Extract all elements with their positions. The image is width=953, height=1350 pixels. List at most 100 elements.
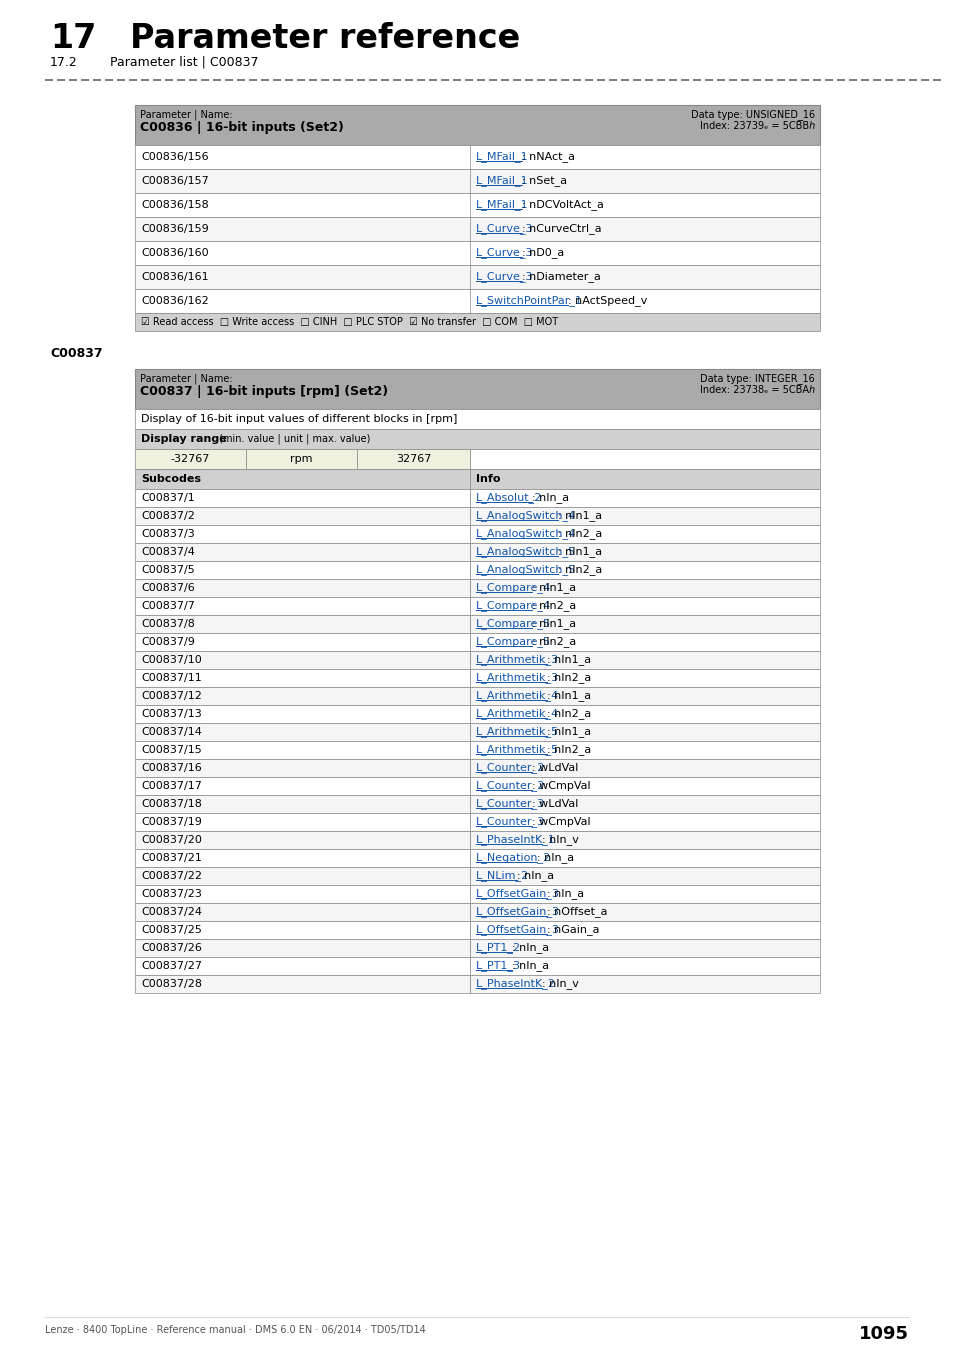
Bar: [135, 651, 470, 670]
Bar: [470, 670, 820, 687]
Text: C00837/17: C00837/17: [141, 782, 202, 791]
Text: L_PT1_2: L_PT1_2: [476, 942, 520, 953]
Text: L_OffsetGain_3: L_OffsetGain_3: [476, 888, 559, 899]
Text: : nD0_a: : nD0_a: [521, 247, 563, 258]
Bar: [135, 741, 470, 759]
Text: C00837/22: C00837/22: [141, 871, 202, 882]
Text: C00837/6: C00837/6: [141, 583, 194, 593]
Bar: [135, 616, 470, 633]
Bar: [135, 705, 470, 724]
Bar: [470, 468, 820, 489]
Text: : nIn_a: : nIn_a: [511, 961, 548, 972]
Text: L_Arithmetik_5: L_Arithmetik_5: [476, 745, 558, 756]
Text: C00837/11: C00837/11: [141, 674, 201, 683]
Text: L_Absolut_2: L_Absolut_2: [476, 493, 542, 504]
Text: : nIn2_a: : nIn2_a: [547, 672, 591, 683]
Bar: [135, 193, 820, 217]
Bar: [135, 217, 820, 242]
Text: : wCmpVal: : wCmpVal: [532, 782, 590, 791]
Bar: [135, 903, 470, 921]
Bar: [470, 724, 820, 741]
Bar: [135, 778, 470, 795]
Bar: [135, 940, 470, 957]
Text: : nDCVoltAct_a: : nDCVoltAct_a: [521, 200, 603, 211]
Text: L_PhaseIntK_2: L_PhaseIntK_2: [476, 979, 556, 990]
Bar: [135, 813, 470, 832]
Text: L_Counter_3: L_Counter_3: [476, 817, 544, 828]
Bar: [470, 849, 820, 867]
Text: C00837/14: C00837/14: [141, 728, 202, 737]
Text: L_AnalogSwitch_5: L_AnalogSwitch_5: [476, 564, 576, 575]
Text: C00837/25: C00837/25: [141, 925, 202, 936]
Text: C00837 | 16-bit inputs [rpm] (Set2): C00837 | 16-bit inputs [rpm] (Set2): [140, 385, 388, 398]
Bar: [470, 705, 820, 724]
Text: C00837/23: C00837/23: [141, 890, 202, 899]
Text: L_MFail_1: L_MFail_1: [476, 176, 528, 186]
Bar: [135, 144, 820, 169]
Bar: [135, 105, 820, 144]
Text: C00837/1: C00837/1: [141, 493, 194, 504]
Text: L_SwitchPointPar_1: L_SwitchPointPar_1: [476, 296, 582, 306]
Bar: [470, 508, 820, 525]
Text: : nNAct_a: : nNAct_a: [521, 151, 575, 162]
Text: ☑ Read access  □ Write access  □ CINH  □ PLC STOP  ☑ No transfer  □ COM  □ MOT: ☑ Read access □ Write access □ CINH □ PL…: [141, 317, 558, 327]
Bar: [135, 633, 470, 651]
Bar: [470, 651, 820, 670]
Bar: [470, 957, 820, 975]
Text: L_Curve_3: L_Curve_3: [476, 247, 533, 258]
Bar: [135, 409, 820, 429]
Text: Subcodes: Subcodes: [141, 474, 201, 485]
Bar: [135, 525, 470, 543]
Text: Parameter reference: Parameter reference: [130, 22, 519, 55]
Text: 17.2: 17.2: [50, 55, 77, 69]
Bar: [135, 242, 820, 265]
Bar: [470, 975, 820, 994]
Bar: [135, 867, 470, 886]
Text: C00836/159: C00836/159: [141, 224, 209, 234]
Text: L_Compare_4: L_Compare_4: [476, 583, 551, 594]
Bar: [135, 724, 470, 741]
Text: L_Arithmetik_4: L_Arithmetik_4: [476, 709, 558, 720]
Text: L_OffsetGain_3: L_OffsetGain_3: [476, 925, 559, 936]
Bar: [470, 813, 820, 832]
Text: C00837/4: C00837/4: [141, 547, 194, 558]
Text: Index: 23738ₑ = 5CBAℎ: Index: 23738ₑ = 5CBAℎ: [700, 385, 814, 396]
Bar: [135, 670, 470, 687]
Bar: [135, 265, 820, 289]
Bar: [470, 778, 820, 795]
Bar: [470, 741, 820, 759]
Bar: [470, 867, 820, 886]
Text: Parameter list | C00837: Parameter list | C00837: [110, 55, 258, 69]
Text: C00837/20: C00837/20: [141, 836, 202, 845]
Text: C00836/160: C00836/160: [141, 248, 209, 258]
Text: : nIn2_a: : nIn2_a: [532, 637, 576, 648]
Text: : nGain_a: : nGain_a: [547, 925, 599, 936]
Text: : nDiameter_a: : nDiameter_a: [521, 271, 600, 282]
Text: : nIn2_a: : nIn2_a: [557, 564, 601, 575]
Text: L_Compare_5: L_Compare_5: [476, 637, 551, 648]
Text: L_AnalogSwitch_4: L_AnalogSwitch_4: [476, 529, 576, 540]
Text: : nIn_v: : nIn_v: [541, 979, 578, 990]
Text: : nActSpeed_v: : nActSpeed_v: [567, 296, 646, 306]
Bar: [135, 313, 820, 331]
Bar: [135, 832, 470, 849]
Text: : nIn_a: : nIn_a: [511, 942, 548, 953]
Bar: [470, 759, 820, 778]
Bar: [135, 957, 470, 975]
Text: Data type: INTEGER_16: Data type: INTEGER_16: [700, 373, 814, 383]
Bar: [470, 903, 820, 921]
Text: : nIn_a: : nIn_a: [517, 871, 554, 882]
Bar: [470, 921, 820, 940]
Bar: [135, 450, 246, 468]
Text: : nIn1_a: : nIn1_a: [547, 691, 591, 702]
Text: : nIn2_a: : nIn2_a: [532, 601, 576, 612]
Bar: [135, 597, 470, 616]
Bar: [135, 795, 470, 813]
Text: C00837/2: C00837/2: [141, 512, 194, 521]
Text: L_Curve_3: L_Curve_3: [476, 271, 533, 282]
Text: L_Counter_3: L_Counter_3: [476, 799, 544, 810]
Text: : nIn2_a: : nIn2_a: [547, 745, 591, 756]
Bar: [135, 886, 470, 903]
Bar: [470, 562, 820, 579]
Text: : wLdVal: : wLdVal: [532, 763, 578, 774]
